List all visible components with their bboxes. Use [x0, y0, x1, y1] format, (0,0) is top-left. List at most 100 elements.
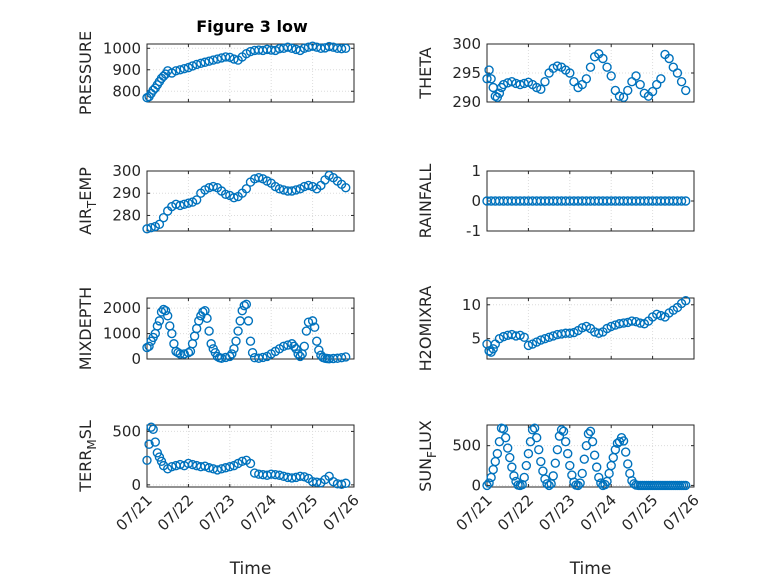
data-point	[200, 57, 210, 67]
data-point	[187, 459, 198, 470]
data-point	[498, 424, 509, 434]
data-point	[614, 91, 625, 101]
data-point	[187, 61, 198, 71]
data-point	[295, 471, 305, 482]
data-point	[212, 465, 223, 475]
data-point	[146, 222, 156, 233]
data-point	[505, 452, 515, 463]
data-point	[144, 341, 154, 351]
data-point	[175, 65, 185, 75]
data-point	[589, 450, 600, 460]
data-point	[179, 199, 189, 210]
data-point	[563, 448, 573, 459]
data-point	[173, 347, 183, 358]
subplot-5: 0 1000 2000 MIXDEPTH	[76, 287, 355, 370]
data-point	[162, 311, 173, 321]
data-point	[183, 198, 194, 208]
data-point	[167, 328, 177, 339]
data-point	[258, 352, 268, 363]
data-point	[241, 184, 252, 194]
data-point	[587, 436, 598, 447]
data-point	[287, 186, 297, 196]
data-point	[212, 54, 223, 64]
data-point	[160, 306, 171, 316]
data-point	[484, 478, 494, 488]
data-point	[488, 344, 498, 354]
data-point	[142, 342, 152, 353]
data-point	[548, 471, 558, 481]
data-point	[503, 443, 513, 453]
data-point	[482, 74, 492, 84]
data-point	[521, 460, 532, 471]
data-point	[536, 335, 546, 345]
data-point	[672, 68, 683, 78]
data-point	[635, 79, 645, 90]
data-point	[681, 296, 691, 306]
subplot-2: 290 295 300 THETA	[416, 35, 695, 111]
data-point	[287, 43, 297, 53]
data-point	[623, 85, 633, 96]
data-point	[148, 424, 158, 434]
data-point	[229, 192, 239, 203]
data-point	[309, 322, 320, 332]
data-point	[585, 426, 596, 437]
data-point	[509, 471, 519, 481]
y-tick-label: 1000	[103, 325, 141, 343]
data-point	[301, 326, 312, 336]
data-point	[540, 474, 550, 484]
y-axis-label: TERRMSL	[76, 420, 99, 493]
y-tick-label: 5	[471, 330, 481, 348]
data-point	[225, 461, 235, 472]
data-point	[486, 74, 496, 84]
data-point	[150, 437, 160, 447]
data-point	[142, 224, 152, 234]
data-point	[341, 182, 351, 193]
data-point	[191, 195, 202, 205]
data-point	[299, 43, 310, 53]
x-axis-label: Time	[569, 559, 612, 579]
data-point	[552, 61, 563, 71]
data-point	[656, 74, 666, 84]
data-point	[498, 79, 509, 90]
data-point	[548, 331, 558, 341]
data-point	[278, 341, 289, 351]
data-point	[618, 92, 629, 103]
data-point	[552, 444, 563, 455]
data-point	[652, 309, 662, 319]
data-point	[492, 448, 503, 459]
data-point	[289, 341, 299, 351]
data-point	[196, 58, 206, 69]
data-point	[594, 328, 604, 338]
y-tick-label: 295	[452, 64, 481, 82]
data-point	[341, 43, 351, 53]
data-point	[225, 351, 235, 362]
data-point	[681, 85, 691, 96]
data-point	[498, 331, 509, 342]
data-point	[312, 336, 322, 346]
data-point	[293, 349, 303, 359]
data-point	[274, 470, 285, 480]
figure-title: Figure 3 low	[196, 17, 308, 36]
axes-box	[146, 43, 355, 103]
y-tick-label: 0	[131, 350, 141, 368]
data-point	[303, 180, 314, 191]
data-point	[336, 479, 347, 490]
data-point	[274, 184, 285, 194]
data-point	[154, 219, 165, 230]
data-point	[191, 59, 202, 70]
axes-box	[486, 297, 695, 360]
data-point	[283, 340, 293, 350]
data-point	[312, 477, 322, 487]
data-point	[556, 425, 567, 435]
data-point	[307, 41, 318, 51]
data-point	[208, 55, 218, 65]
data-point	[227, 349, 237, 359]
data-point	[610, 444, 621, 455]
data-point	[494, 88, 505, 99]
data-point	[565, 460, 575, 471]
data-point	[144, 439, 154, 449]
data-point	[198, 307, 208, 317]
data-point	[676, 76, 687, 87]
data-point	[204, 326, 214, 336]
data-point	[550, 458, 561, 468]
